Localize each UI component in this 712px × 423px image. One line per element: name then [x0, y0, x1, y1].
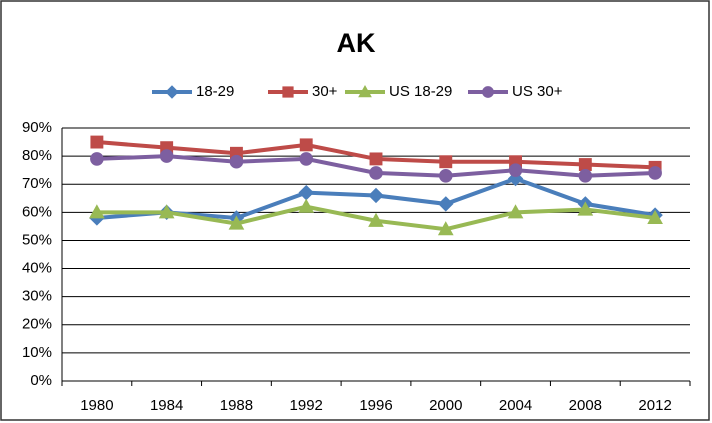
marker: [299, 152, 314, 166]
marker: [369, 152, 383, 166]
y-tick-label: 40%: [22, 260, 52, 277]
marker: [578, 168, 593, 183]
y-tick-label: 80%: [22, 147, 52, 164]
x-tick-label: 1992: [290, 397, 323, 414]
marker: [438, 168, 453, 183]
marker: [158, 204, 175, 219]
y-tick-label: 30%: [22, 288, 52, 305]
y-tick-label: 70%: [22, 175, 52, 192]
marker: [282, 86, 294, 98]
x-tick-label: 1996: [359, 397, 392, 414]
marker: [647, 209, 663, 225]
marker: [165, 85, 179, 99]
marker: [298, 198, 315, 213]
marker: [159, 149, 174, 163]
marker: [89, 204, 105, 219]
x-tick-label: 1980: [80, 397, 113, 414]
x-tick-label: 2012: [638, 397, 671, 414]
marker: [508, 163, 523, 177]
y-tick-label: 20%: [22, 316, 52, 333]
y-tick-label: 50%: [22, 231, 52, 248]
y-tick-label: 90%: [22, 119, 52, 136]
marker: [577, 201, 594, 216]
marker: [482, 86, 494, 98]
marker: [90, 152, 104, 166]
marker: [578, 158, 592, 171]
legend-label: 30+: [312, 83, 338, 100]
y-tick-label: 60%: [22, 203, 52, 220]
y-tick-label: 0%: [30, 372, 52, 389]
x-tick-label: 1988: [220, 397, 253, 414]
marker: [437, 221, 454, 236]
marker: [507, 204, 524, 219]
marker: [439, 155, 453, 169]
marker: [368, 187, 384, 204]
x-tick-label: 2004: [499, 397, 532, 414]
marker: [648, 166, 662, 180]
marker: [229, 154, 244, 169]
y-tick-label: 10%: [22, 344, 52, 361]
legend-label: US 18-29: [389, 83, 452, 100]
x-tick-label: 1984: [150, 397, 183, 414]
marker: [438, 196, 454, 212]
marker: [228, 215, 245, 230]
marker: [368, 212, 384, 227]
legend-label: US 30+: [512, 83, 563, 100]
marker: [358, 84, 372, 98]
chart-title: AK: [337, 28, 376, 58]
marker: [369, 166, 383, 180]
marker: [90, 135, 104, 149]
x-tick-label: 2008: [569, 397, 602, 414]
x-tick-label: 2000: [429, 397, 462, 414]
legend-label: 18-29: [196, 83, 234, 100]
marker: [299, 138, 313, 152]
